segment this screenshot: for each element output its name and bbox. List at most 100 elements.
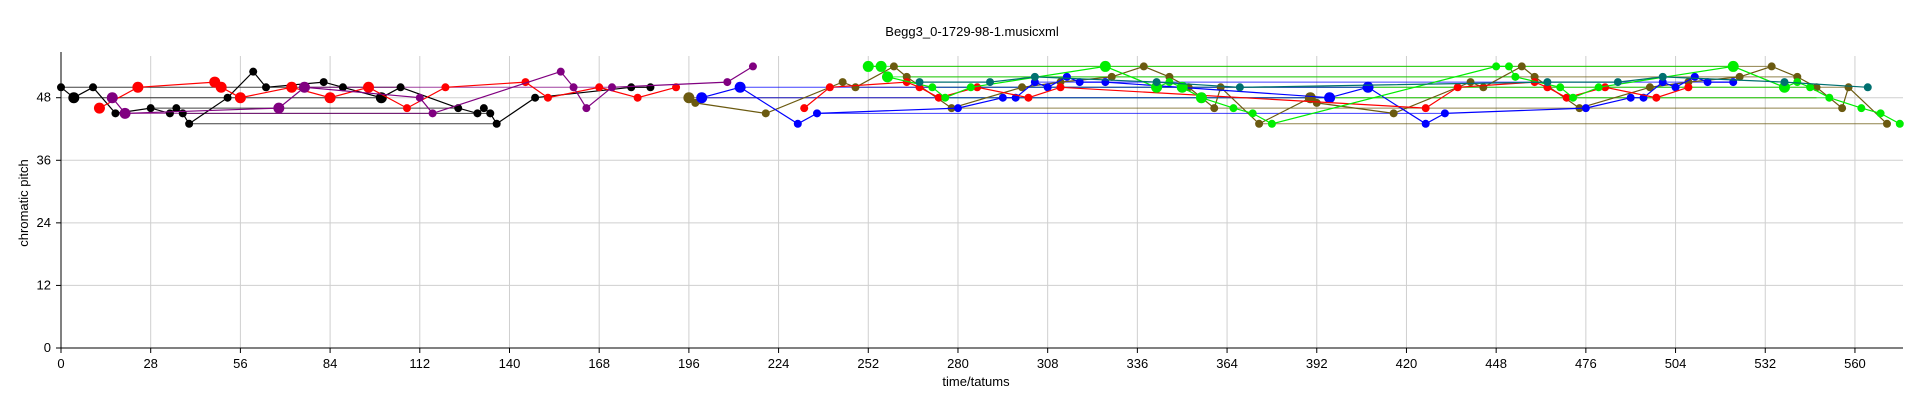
note-point (934, 93, 943, 102)
note-point (234, 92, 246, 104)
x-tick-label: 532 (1754, 356, 1776, 371)
note-point (1825, 93, 1834, 102)
note-point (1466, 78, 1475, 87)
note-point (1165, 78, 1174, 87)
note-point (627, 83, 636, 92)
note-point (1062, 72, 1071, 81)
note-point (68, 92, 80, 104)
note-point (363, 81, 375, 93)
note-point (1304, 92, 1316, 104)
x-tick-label: 336 (1127, 356, 1149, 371)
note-point (1479, 83, 1488, 92)
note-point (1248, 109, 1257, 118)
note-point (1255, 119, 1264, 128)
note-point (1362, 81, 1374, 93)
note-point (800, 104, 809, 113)
note-point (1235, 83, 1244, 92)
note-point (1543, 78, 1552, 87)
note-point (569, 83, 578, 92)
x-tick-label: 168 (588, 356, 610, 371)
note-point (1876, 109, 1885, 118)
note-point (1652, 93, 1661, 102)
note-point (273, 102, 285, 114)
x-tick-label: 420 (1396, 356, 1418, 371)
note-point (696, 92, 708, 104)
x-tick-label: 280 (947, 356, 969, 371)
note-point (966, 83, 975, 92)
y-tick-label: 24 (37, 215, 51, 230)
note-point (93, 102, 105, 114)
note-point (761, 109, 770, 118)
x-tick-label: 0 (57, 356, 64, 371)
note-point (319, 78, 328, 87)
x-tick-label: 140 (499, 356, 521, 371)
x-tick-label: 224 (768, 356, 790, 371)
series-line (688, 65, 1888, 125)
x-tick-label: 196 (678, 356, 700, 371)
x-tick-label: 364 (1216, 356, 1238, 371)
x-tick-label: 84 (323, 356, 337, 371)
note-point (223, 93, 232, 102)
note-point (928, 83, 937, 92)
y-tick-label: 36 (37, 152, 51, 167)
note-point (875, 60, 887, 72)
note-point (286, 81, 298, 93)
y-tick-label: 0 (44, 340, 51, 355)
note-point (1882, 119, 1891, 128)
note-point (825, 83, 834, 92)
note-point (1767, 62, 1776, 71)
note-point (1793, 78, 1802, 87)
note-point (607, 83, 616, 92)
x-axis-label: time/tatums (942, 374, 1010, 389)
note-point (1863, 83, 1872, 92)
note-point (479, 104, 488, 113)
x-tick-label: 504 (1665, 356, 1687, 371)
note-point (1210, 104, 1219, 113)
note-point (1099, 60, 1111, 72)
series-line (111, 65, 754, 115)
x-tick-label: 308 (1037, 356, 1059, 371)
note-point (1195, 92, 1207, 104)
note-point (915, 78, 924, 87)
note-point (1857, 104, 1866, 113)
note-point (119, 107, 131, 119)
y-axis-label: chromatic pitch (16, 159, 31, 246)
note-point (531, 93, 540, 102)
x-tick-label: 28 (143, 356, 157, 371)
note-point (1312, 98, 1321, 107)
note-point (1024, 93, 1033, 102)
note-point (1569, 93, 1578, 102)
note-point (415, 93, 424, 102)
note-point (1684, 83, 1693, 92)
note-point (324, 92, 336, 104)
note-point (1703, 78, 1712, 87)
axes: 0 28 56 84 112 140 168 196 224 252 280 308 336 364 392… (37, 52, 1903, 371)
note-point (132, 81, 144, 93)
note-point (1806, 83, 1815, 92)
note-point (1389, 109, 1398, 118)
note-point (813, 109, 822, 118)
note-point (215, 81, 227, 93)
note-point (1421, 119, 1430, 128)
note-point (1139, 62, 1148, 71)
note-point (1735, 72, 1744, 81)
note-point (838, 78, 847, 87)
note-point (748, 62, 757, 71)
note-point (402, 104, 411, 113)
note-point (1229, 104, 1238, 113)
note-point (1626, 93, 1635, 102)
note-point (185, 119, 194, 128)
y-tick-label: 12 (37, 277, 51, 292)
x-tick-label: 476 (1575, 356, 1597, 371)
note-point (881, 71, 893, 83)
note-point (1594, 83, 1603, 92)
series-line (919, 76, 1868, 88)
note-point (793, 119, 802, 128)
note-point (851, 83, 860, 92)
series-line (868, 65, 1901, 125)
note-point (89, 83, 98, 92)
series-group (57, 60, 1904, 128)
x-tick-label: 560 (1844, 356, 1866, 371)
note-point (249, 67, 258, 76)
